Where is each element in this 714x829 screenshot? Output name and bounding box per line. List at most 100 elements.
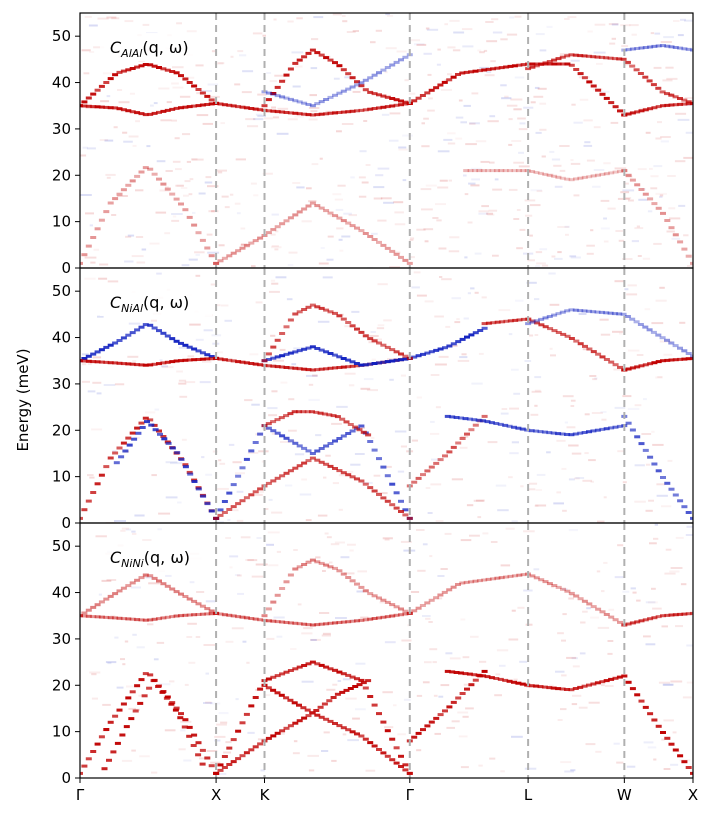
noise-cell <box>292 182 301 184</box>
branch-cell <box>393 350 400 354</box>
noise-cell <box>102 72 114 75</box>
branch-cell <box>90 491 97 494</box>
noise-cell <box>437 575 445 577</box>
noise-cell <box>118 101 130 104</box>
branch-cell <box>217 513 224 517</box>
branch-cell <box>664 44 671 48</box>
y-tick-label: 40 <box>52 329 71 347</box>
noise-cell <box>630 587 636 590</box>
branch-cell <box>376 596 382 600</box>
noise-cell <box>89 51 95 53</box>
noise-cell <box>680 18 686 21</box>
branch-cell <box>685 352 692 355</box>
noise-cell <box>588 701 600 704</box>
branch-cell <box>599 680 606 684</box>
noise-cell <box>233 509 239 512</box>
branch-cell <box>283 471 290 475</box>
noise-cell <box>171 119 177 122</box>
noise-cell <box>388 139 399 142</box>
branch-cell <box>279 587 286 590</box>
noise-cell <box>553 164 562 167</box>
branch-cell <box>471 418 478 422</box>
noise-cell <box>205 672 209 675</box>
noise-cell <box>377 167 390 170</box>
noise-cell <box>203 644 216 646</box>
branch-cell <box>681 98 688 102</box>
branch-cell <box>301 367 308 371</box>
branch-cell <box>398 754 404 758</box>
branch-cell <box>287 724 294 728</box>
noise-cell <box>621 45 629 48</box>
noise-cell <box>404 79 409 82</box>
branch-cell <box>634 110 641 114</box>
branch-cell <box>168 702 175 706</box>
branch-cell <box>287 318 294 322</box>
noise-cell <box>205 176 212 179</box>
x-tick-label: X <box>688 786 698 804</box>
branch-cell <box>252 490 259 494</box>
branch-cell <box>475 418 482 422</box>
noise-cell <box>536 473 546 476</box>
branch-cell <box>261 359 268 363</box>
branch-alal-10 <box>525 53 693 105</box>
noise-cell <box>559 169 566 172</box>
noise-cell <box>590 616 599 619</box>
branch-cell <box>195 349 202 353</box>
branch-cell <box>305 204 312 208</box>
noise-cell <box>182 133 191 136</box>
branch-cell <box>349 224 356 228</box>
noise-cell <box>153 658 159 661</box>
noise-cell <box>578 706 588 709</box>
branch-cell <box>332 93 338 97</box>
branch-cell <box>221 256 228 260</box>
noise-cell <box>685 131 693 134</box>
noise-cell <box>648 601 658 604</box>
branch-cell <box>138 112 145 116</box>
branch-cell <box>651 462 658 466</box>
branch-cell <box>586 175 593 179</box>
noise-cell <box>511 609 516 612</box>
branch-cell <box>462 672 469 676</box>
noise-cell <box>549 150 555 153</box>
branch-cell <box>134 618 141 622</box>
branch-cell <box>476 69 483 73</box>
branch-cell <box>265 619 272 623</box>
noise-cell <box>342 733 347 736</box>
noise-cell <box>195 636 201 638</box>
branch-cell <box>453 416 460 419</box>
noise-cell <box>438 247 447 250</box>
noise-cell <box>496 649 509 652</box>
noise-cell <box>643 398 647 401</box>
branch-cell <box>542 580 549 584</box>
noise-cell <box>670 567 683 569</box>
noise-cell <box>603 217 607 220</box>
noise-cell <box>150 104 154 107</box>
noise-cell <box>447 73 452 76</box>
branch-cell <box>226 103 233 107</box>
noise-cell <box>639 107 647 110</box>
branch-cell <box>380 243 387 247</box>
branch-cell <box>358 585 365 589</box>
noise-cell <box>91 697 98 700</box>
noise-cell <box>205 701 212 704</box>
branch-cell <box>490 577 496 581</box>
branch-cell <box>330 696 337 699</box>
noise-cell <box>659 195 663 198</box>
branch-cell <box>287 621 294 625</box>
noise-cell <box>582 479 593 482</box>
y-tick-label: 50 <box>52 27 71 45</box>
branch-cell <box>169 587 176 591</box>
noise-cell <box>607 652 613 655</box>
branch-cell <box>142 166 149 170</box>
noise-cell <box>128 322 141 325</box>
noise-cell <box>306 187 312 190</box>
branch-cell <box>345 432 352 435</box>
branch-cell <box>257 487 264 491</box>
noise-cell <box>519 122 526 125</box>
branch-cell <box>349 619 356 623</box>
noise-cell <box>188 193 193 196</box>
branch-cell <box>291 701 298 705</box>
noise-cell <box>343 572 355 575</box>
branch-cell <box>581 76 588 80</box>
noise-cell <box>356 590 364 593</box>
